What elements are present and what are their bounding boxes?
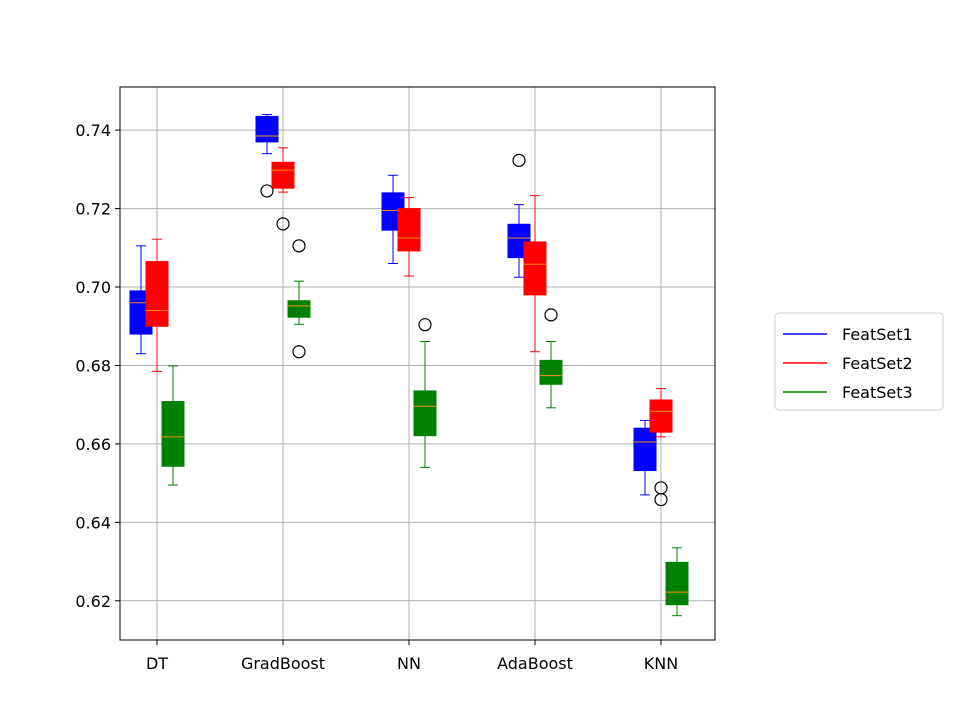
outlier-point <box>654 492 668 507</box>
box-body <box>255 115 279 143</box>
series-featset1 <box>129 113 657 496</box>
outlier-point <box>260 184 274 198</box>
legend-frame <box>774 312 944 411</box>
box-group <box>665 547 689 617</box>
axes: 0.62 0.64 0.66 0.68 0.70 0.72 0.74 DT GradBoost N… <box>75 121 678 673</box>
x-tick-label: NN <box>397 654 421 673</box>
legend-label: FeatSet1 <box>842 325 913 344</box>
box-group <box>255 113 279 198</box>
box-body <box>633 427 657 472</box>
legend-label: FeatSet3 <box>842 383 913 402</box>
y-tick-label: 0.68 <box>75 356 111 375</box>
box-body <box>523 241 547 296</box>
y-tick-label: 0.66 <box>75 435 111 454</box>
box-group <box>397 197 421 277</box>
y-tick-label: 0.70 <box>75 278 111 297</box>
outlier-point <box>292 345 306 359</box>
series-featset3 <box>161 239 689 617</box>
box-group <box>271 147 295 231</box>
x-tick-label: KNN <box>644 654 678 673</box>
box-body <box>287 300 311 318</box>
box-body <box>271 161 295 189</box>
box-body <box>161 401 185 467</box>
y-tick-label: 0.72 <box>75 200 111 219</box>
box-body <box>397 208 421 252</box>
x-tick-label: AdaBoost <box>497 654 573 673</box>
box-body <box>649 399 673 433</box>
box-group <box>145 238 169 372</box>
box-body <box>413 390 437 437</box>
box-group <box>649 388 673 507</box>
box-body <box>665 561 689 606</box>
box-group <box>539 308 563 409</box>
outlier-point <box>544 308 558 322</box>
y-tick-label: 0.74 <box>75 121 111 140</box>
grid-lines <box>120 87 715 640</box>
box-group <box>633 419 657 496</box>
legend-label: FeatSet2 <box>842 354 913 373</box>
outlier-point <box>512 153 526 167</box>
outlier-point <box>276 217 290 231</box>
y-tick-label: 0.64 <box>75 513 111 532</box>
outlier-point <box>292 239 306 253</box>
box-body <box>539 359 563 385</box>
legend: FeatSet1 FeatSet2 FeatSet3 <box>774 312 944 411</box>
box-group <box>523 195 547 353</box>
y-tick-label: 0.62 <box>75 592 111 611</box>
box-body <box>145 261 169 327</box>
box-group <box>413 318 437 468</box>
box-group <box>287 239 311 359</box>
plot-frame <box>119 86 716 641</box>
box-series <box>129 113 689 617</box>
box-group <box>161 365 185 486</box>
series-featset2 <box>145 147 673 507</box>
x-tick-label: DT <box>146 654 168 673</box>
x-tick-label: GradBoost <box>241 654 325 673</box>
outlier-point <box>418 318 432 332</box>
